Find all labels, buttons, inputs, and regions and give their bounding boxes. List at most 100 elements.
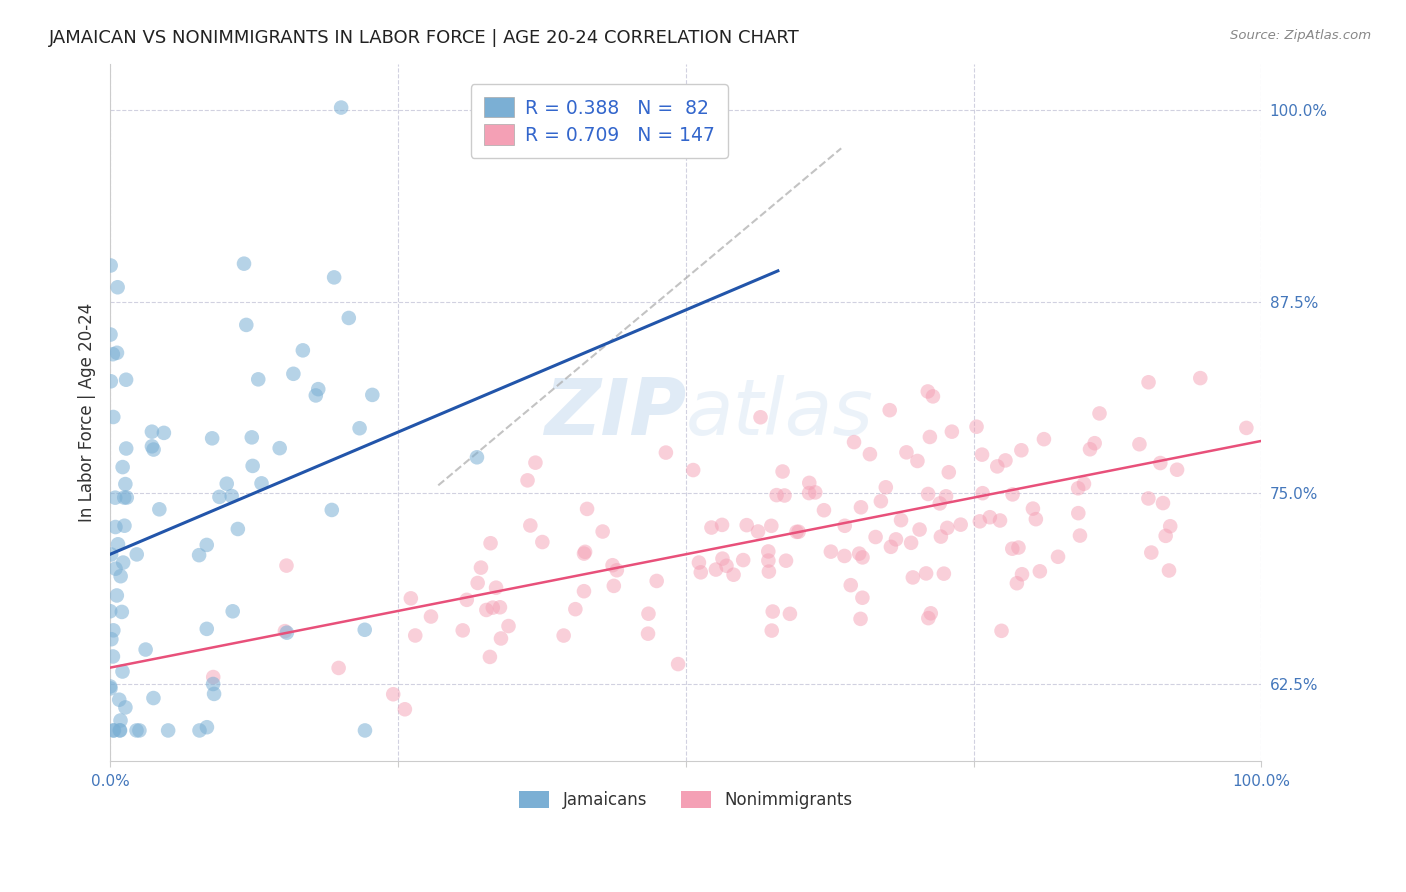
Point <box>103 409 125 424</box>
Point <box>305 388 328 402</box>
Point <box>479 536 502 550</box>
Point <box>100 259 122 273</box>
Point <box>762 605 785 619</box>
Point <box>1137 376 1160 390</box>
Point <box>489 632 512 646</box>
Point <box>592 524 614 539</box>
Point <box>142 442 165 457</box>
Point <box>100 681 122 696</box>
Point <box>1067 506 1090 520</box>
Point <box>111 665 134 679</box>
Point <box>797 486 820 500</box>
Point <box>114 518 136 533</box>
Point <box>682 463 704 477</box>
Point <box>870 494 893 508</box>
Point <box>848 547 870 561</box>
Point <box>420 609 443 624</box>
Point <box>456 592 478 607</box>
Point <box>110 569 132 583</box>
Point <box>655 445 678 459</box>
Point <box>969 514 991 528</box>
Point <box>756 544 779 558</box>
Point <box>235 318 257 332</box>
Point <box>972 486 994 500</box>
Point <box>920 607 942 621</box>
Point <box>704 563 727 577</box>
Point <box>157 723 180 738</box>
Point <box>875 480 897 494</box>
Point <box>689 566 711 580</box>
Point <box>274 624 297 639</box>
Point <box>900 536 922 550</box>
Point <box>125 723 148 738</box>
Point <box>101 347 124 361</box>
Point <box>195 622 218 636</box>
Point <box>104 491 127 505</box>
Point <box>111 460 134 475</box>
Point <box>966 419 988 434</box>
Point <box>328 661 350 675</box>
Point <box>188 548 211 562</box>
Point <box>990 624 1012 638</box>
Point <box>1149 456 1171 470</box>
Point <box>361 388 384 402</box>
Point <box>100 548 122 562</box>
Point <box>645 574 668 588</box>
Point <box>115 491 138 505</box>
Point <box>865 530 887 544</box>
Point <box>481 600 503 615</box>
Point <box>553 628 575 642</box>
Point <box>1047 549 1070 564</box>
Point <box>922 389 945 403</box>
Point <box>1084 436 1107 450</box>
Point <box>1140 545 1163 559</box>
Point <box>349 421 371 435</box>
Point <box>100 632 122 647</box>
Point <box>105 345 128 359</box>
Point <box>949 517 972 532</box>
Point <box>928 496 950 510</box>
Point <box>307 382 329 396</box>
Point <box>188 723 211 738</box>
Point <box>786 524 808 539</box>
Point <box>247 372 270 386</box>
Point <box>1073 476 1095 491</box>
Point <box>1022 501 1045 516</box>
Point <box>115 373 138 387</box>
Point <box>775 554 797 568</box>
Point <box>688 556 710 570</box>
Text: atlas: atlas <box>686 375 873 450</box>
Point <box>516 474 538 488</box>
Point <box>202 687 225 701</box>
Point <box>1010 443 1032 458</box>
Point <box>221 489 243 503</box>
Point <box>880 540 903 554</box>
Point <box>603 579 626 593</box>
Point <box>242 458 264 473</box>
Point <box>1234 421 1257 435</box>
Point <box>153 425 176 440</box>
Point <box>1166 463 1188 477</box>
Point <box>711 517 734 532</box>
Point <box>917 487 939 501</box>
Point <box>108 723 131 738</box>
Point <box>938 465 960 479</box>
Point <box>779 607 801 621</box>
Point <box>834 518 856 533</box>
Point <box>932 566 955 581</box>
Text: Source: ZipAtlas.com: Source: ZipAtlas.com <box>1230 29 1371 42</box>
Point <box>908 523 931 537</box>
Point <box>564 602 586 616</box>
Point <box>576 502 599 516</box>
Point <box>901 570 924 584</box>
Point <box>1128 437 1150 451</box>
Point <box>114 477 136 491</box>
Point <box>879 403 901 417</box>
Point <box>890 513 912 527</box>
Point <box>851 591 873 605</box>
Point <box>128 723 150 738</box>
Point <box>475 603 498 617</box>
Point <box>1189 371 1212 385</box>
Legend: Jamaicans, Nonimmigrants: Jamaicans, Nonimmigrants <box>513 784 859 815</box>
Point <box>859 447 882 461</box>
